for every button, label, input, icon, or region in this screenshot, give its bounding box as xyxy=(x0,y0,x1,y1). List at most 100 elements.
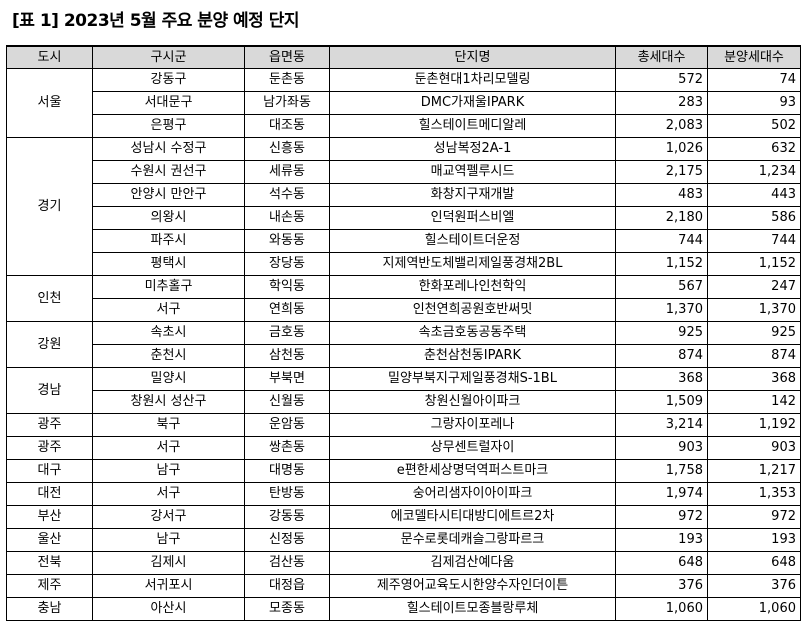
cell-district: 속초시 xyxy=(92,321,245,345)
cell-complex-name: 둔촌현대1차리모델링 xyxy=(329,68,616,92)
cell-city: 대구 xyxy=(6,459,93,483)
table-row: 의왕시 내손동 인덕원퍼스비엘 2,180 586 xyxy=(7,206,801,230)
cell-total-units: 483 xyxy=(615,183,708,207)
cell-district: 의왕시 xyxy=(92,206,245,230)
cell-total-units: 567 xyxy=(615,275,708,299)
cell-town: 신정동 xyxy=(244,528,330,552)
cell-town: 장당동 xyxy=(244,252,330,276)
cell-sale-units: 368 xyxy=(707,367,801,391)
header-complex-name: 단지명 xyxy=(329,45,616,69)
cell-total-units: 376 xyxy=(615,574,708,598)
cell-district: 강동구 xyxy=(92,68,245,92)
cell-city: 전북 xyxy=(6,551,93,575)
cell-total-units: 648 xyxy=(615,551,708,575)
cell-district: 수원시 권선구 xyxy=(92,160,245,184)
cell-sale-units: 142 xyxy=(707,390,801,414)
cell-town: 석수동 xyxy=(244,183,330,207)
cell-complex-name: 제주영어교육도시한양수자인더이튼 xyxy=(329,574,616,598)
cell-district: 서대문구 xyxy=(92,91,245,115)
cell-total-units: 1,152 xyxy=(615,252,708,276)
cell-complex-name: 인천연희공원호반써밋 xyxy=(329,298,616,322)
cell-town: 세류동 xyxy=(244,160,330,184)
cell-sale-units: 648 xyxy=(707,551,801,575)
cell-complex-name: 속초금호동공동주택 xyxy=(329,321,616,345)
cell-total-units: 1,060 xyxy=(615,597,708,621)
cell-district: 은평구 xyxy=(92,114,245,138)
header-district: 구시군 xyxy=(92,45,245,69)
cell-sale-units: 247 xyxy=(707,275,801,299)
cell-city: 광주 xyxy=(6,436,93,460)
cell-sale-units: 502 xyxy=(707,114,801,138)
cell-sale-units: 376 xyxy=(707,574,801,598)
cell-complex-name: 힐스테이트더운정 xyxy=(329,229,616,253)
cell-complex-name: 지제역반도체밸리제일풍경채2BL xyxy=(329,252,616,276)
header-sale-units: 분양세대수 xyxy=(707,45,801,69)
cell-town: 와동동 xyxy=(244,229,330,253)
cell-town: 둔촌동 xyxy=(244,68,330,92)
table-row: 춘천시 삼천동 춘천삼천동IPARK 874 874 xyxy=(7,344,801,368)
cell-total-units: 903 xyxy=(615,436,708,460)
table-row: 수원시 권선구 세류동 매교역펠루시드 2,175 1,234 xyxy=(7,160,801,184)
cell-town: 대조동 xyxy=(244,114,330,138)
table-row: 파주시 와동동 힐스테이트더운정 744 744 xyxy=(7,229,801,253)
cell-total-units: 3,214 xyxy=(615,413,708,437)
cell-complex-name: e편한세상명덕역퍼스트마크 xyxy=(329,459,616,483)
cell-sale-units: 74 xyxy=(707,68,801,92)
cell-city: 경남 xyxy=(6,367,93,414)
cell-district: 안양시 만안구 xyxy=(92,183,245,207)
cell-total-units: 2,083 xyxy=(615,114,708,138)
cell-total-units: 1,758 xyxy=(615,459,708,483)
table-row: 대구 남구 대명동 e편한세상명덕역퍼스트마크 1,758 1,217 xyxy=(6,459,801,483)
cell-district: 서구 xyxy=(92,482,245,506)
cell-sale-units: 903 xyxy=(707,436,801,460)
header-total-units: 총세대수 xyxy=(615,45,708,69)
cell-complex-name: 에코델타시티대방디에트르2차 xyxy=(329,505,616,529)
table-row: 서대문구 남가좌동 DMC가재울IPARK 283 93 xyxy=(7,91,801,115)
cell-district: 창원시 성산구 xyxy=(92,390,245,414)
cell-complex-name: DMC가재울IPARK xyxy=(329,91,616,115)
cell-sale-units: 1,192 xyxy=(707,413,801,437)
cell-city: 광주 xyxy=(6,413,93,437)
cell-town: 대명동 xyxy=(244,459,330,483)
cell-town: 대정읍 xyxy=(244,574,330,598)
cell-town: 내손동 xyxy=(244,206,330,230)
cell-town: 남가좌동 xyxy=(244,91,330,115)
cell-town: 운암동 xyxy=(244,413,330,437)
cell-district: 춘천시 xyxy=(92,344,245,368)
cell-total-units: 1,370 xyxy=(615,298,708,322)
cell-total-units: 2,180 xyxy=(615,206,708,230)
table-row: 광주 북구 운암동 그랑자이포레나 3,214 1,192 xyxy=(6,413,801,437)
cell-district: 서귀포시 xyxy=(92,574,245,598)
cell-complex-name: 문수로롯데캐슬그랑파르크 xyxy=(329,528,616,552)
cell-city: 강원 xyxy=(6,321,93,368)
cell-complex-name: 창원신월아이파크 xyxy=(329,390,616,414)
document-title: [표 1] 2023년 5월 주요 분양 예정 단지 xyxy=(12,11,299,31)
table-row: 울산 남구 신정동 문수로롯데캐슬그랑파르크 193 193 xyxy=(6,528,801,552)
cell-city: 경기 xyxy=(6,137,93,276)
table-row: 부산 강서구 강동동 에코델타시티대방디에트르2차 972 972 xyxy=(6,505,801,529)
cell-city: 인천 xyxy=(6,275,93,322)
cell-complex-name: 인덕원퍼스비엘 xyxy=(329,206,616,230)
table-row: 평택시 장당동 지제역반도체밸리제일풍경채2BL 1,152 1,152 xyxy=(7,252,801,276)
cell-district: 남구 xyxy=(92,459,245,483)
cell-district: 강서구 xyxy=(92,505,245,529)
cell-city: 제주 xyxy=(6,574,93,598)
header-city: 도시 xyxy=(6,45,93,69)
cell-complex-name: 힐스테이트메디알레 xyxy=(329,114,616,138)
table-row: 서구 연희동 인천연희공원호반써밋 1,370 1,370 xyxy=(7,298,801,322)
cell-town: 부북면 xyxy=(244,367,330,391)
header-town: 읍면동 xyxy=(244,45,330,69)
cell-town: 모종동 xyxy=(244,597,330,621)
table-row: 경기 성남시 수정구 신흥동 성남복정2A-1 1,026 632 xyxy=(6,137,801,276)
cell-district: 서구 xyxy=(92,298,245,322)
cell-complex-name: 춘천삼천동IPARK xyxy=(329,344,616,368)
cell-town: 학익동 xyxy=(244,275,330,299)
cell-district: 파주시 xyxy=(92,229,245,253)
table-row: 은평구 대조동 힐스테이트메디알레 2,083 502 xyxy=(7,114,801,138)
table-header-row: 도시 구시군 읍면동 단지명 총세대수 분양세대수 xyxy=(6,45,801,69)
cell-town: 금호동 xyxy=(244,321,330,345)
cell-sale-units: 1,217 xyxy=(707,459,801,483)
cell-complex-name: 한화포레나인천학익 xyxy=(329,275,616,299)
cell-complex-name: 상무센트럴자이 xyxy=(329,436,616,460)
cell-total-units: 972 xyxy=(615,505,708,529)
